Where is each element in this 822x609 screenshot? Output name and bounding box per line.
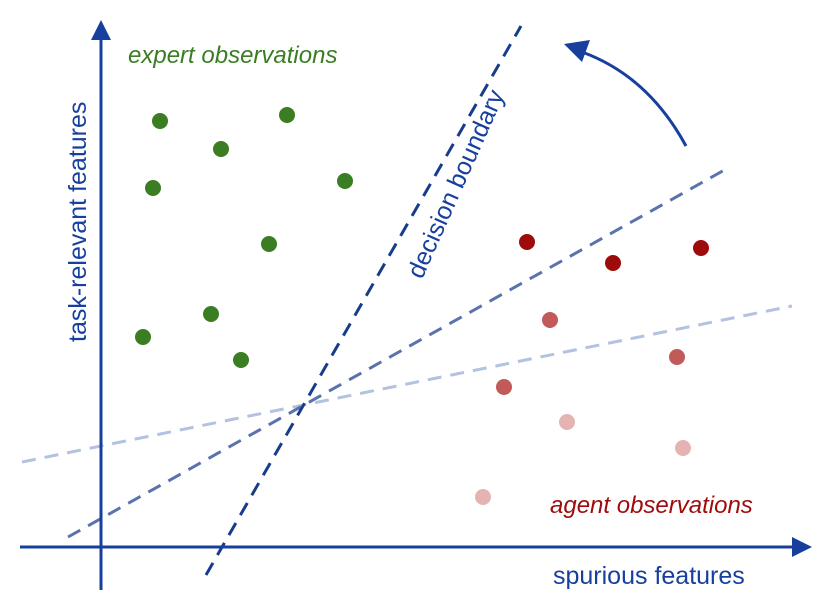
expert-point bbox=[213, 141, 229, 157]
expert-observations-label: expert observations bbox=[128, 42, 337, 69]
agent-point bbox=[496, 379, 512, 395]
agent-point bbox=[605, 255, 621, 271]
agent-point bbox=[475, 489, 491, 505]
expert-point bbox=[233, 352, 249, 368]
expert-points bbox=[135, 107, 353, 368]
agent-point bbox=[559, 414, 575, 430]
boundary-line-oldest bbox=[21, 304, 793, 464]
agent-point bbox=[675, 440, 691, 456]
x-axis-arrowhead bbox=[792, 537, 812, 557]
expert-point bbox=[261, 236, 277, 252]
agent-points-mid bbox=[496, 312, 685, 395]
rotation-arrowhead bbox=[564, 40, 590, 62]
agent-observations-label: agent observations bbox=[550, 492, 753, 519]
expert-point bbox=[203, 306, 219, 322]
expert-point bbox=[145, 180, 161, 196]
expert-point bbox=[135, 329, 151, 345]
y-axis bbox=[91, 20, 111, 590]
expert-point bbox=[152, 113, 168, 129]
rotation-arrow bbox=[564, 40, 688, 147]
agent-point bbox=[519, 234, 535, 250]
expert-point bbox=[279, 107, 295, 123]
expert-point bbox=[337, 173, 353, 189]
boundary-line-current bbox=[204, 25, 523, 576]
x-axis-label: spurious features bbox=[553, 562, 745, 590]
agent-point bbox=[693, 240, 709, 256]
agent-points-dark bbox=[519, 234, 709, 271]
agent-points-light bbox=[475, 414, 691, 505]
decision-boundary-label: decision boundary bbox=[402, 85, 510, 282]
agent-point bbox=[542, 312, 558, 328]
y-axis-arrowhead bbox=[91, 20, 111, 40]
agent-point bbox=[669, 349, 685, 365]
y-axis-label: task-relevant features bbox=[64, 102, 92, 342]
boundary-line-previous bbox=[67, 166, 729, 539]
x-axis bbox=[20, 537, 812, 557]
